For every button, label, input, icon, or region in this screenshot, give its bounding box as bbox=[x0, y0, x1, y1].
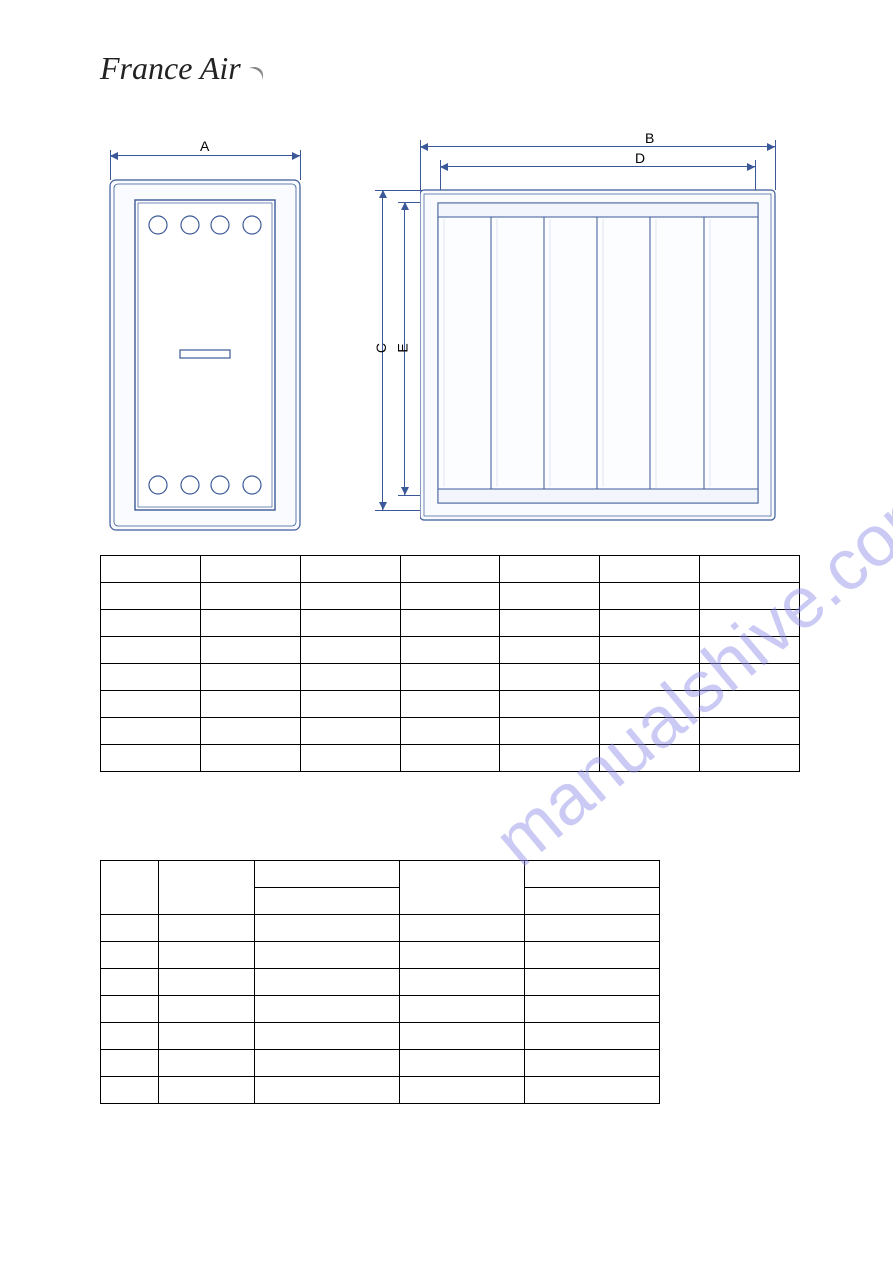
diagram-right: B D C E bbox=[380, 140, 780, 540]
table-row bbox=[101, 996, 660, 1023]
dim-ext bbox=[375, 510, 425, 511]
table-row bbox=[101, 915, 660, 942]
table-row bbox=[101, 861, 660, 888]
dim-line-a bbox=[110, 155, 300, 156]
table-row bbox=[101, 718, 800, 745]
dim-line-d bbox=[440, 166, 755, 167]
table-row bbox=[101, 1050, 660, 1077]
spec-table bbox=[100, 860, 660, 1104]
dim-label-a: A bbox=[200, 138, 209, 154]
dim-label-e: E bbox=[395, 343, 411, 352]
left-view-svg bbox=[100, 175, 320, 545]
table-row bbox=[101, 556, 800, 583]
dim-line-b bbox=[420, 146, 775, 147]
table-row bbox=[101, 610, 800, 637]
table-row bbox=[101, 1077, 660, 1104]
table-row bbox=[101, 637, 800, 664]
table-row bbox=[101, 583, 800, 610]
brand-swirl-icon bbox=[245, 57, 269, 81]
table-row bbox=[101, 942, 660, 969]
table-row bbox=[101, 664, 800, 691]
table-row bbox=[101, 1023, 660, 1050]
brand-text: France Air bbox=[100, 50, 241, 87]
table-row bbox=[101, 691, 800, 718]
right-view-svg bbox=[420, 185, 820, 535]
brand-logo: France Air bbox=[100, 50, 269, 87]
table-row bbox=[101, 745, 800, 772]
dim-label-c: C bbox=[373, 343, 389, 353]
table-row bbox=[101, 969, 660, 996]
diagram-left: A bbox=[100, 140, 320, 540]
dim-label-b: B bbox=[645, 130, 654, 146]
dimensions-table bbox=[100, 555, 800, 772]
dim-label-d: D bbox=[635, 150, 645, 166]
technical-diagrams: A B D bbox=[100, 140, 800, 540]
dim-ext bbox=[775, 140, 776, 190]
